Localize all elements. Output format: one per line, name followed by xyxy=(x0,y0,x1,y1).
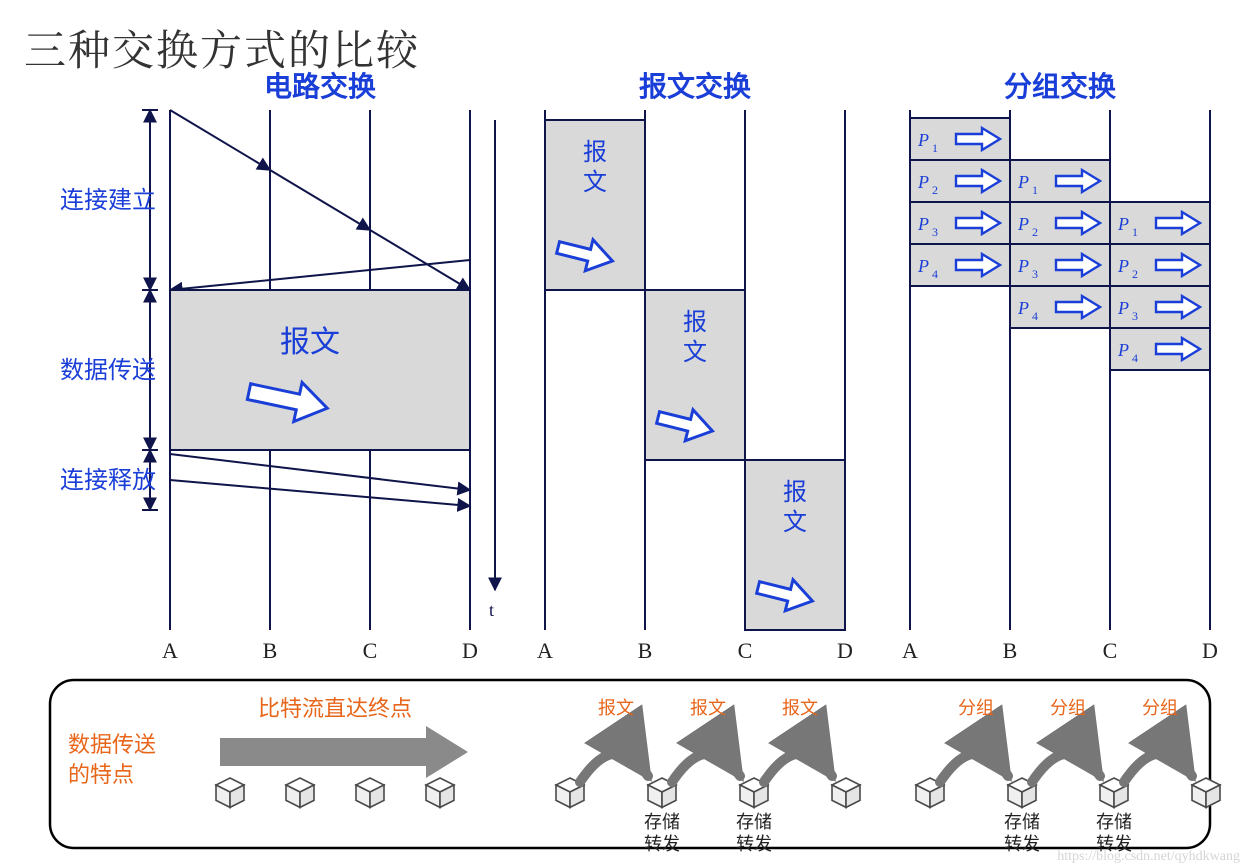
svg-text:https://blog.csdn.net/qyhdkwan: https://blog.csdn.net/qyhdkwang xyxy=(1057,849,1240,864)
svg-text:报文: 报文 xyxy=(280,326,340,359)
svg-text:4: 4 xyxy=(1032,309,1038,323)
svg-text:数据传送: 数据传送 xyxy=(60,357,156,384)
svg-text:存储: 存储 xyxy=(736,812,772,832)
svg-text:转发: 转发 xyxy=(644,834,680,854)
svg-text:A: A xyxy=(537,638,553,663)
svg-text:P: P xyxy=(1117,340,1129,360)
svg-text:存储: 存储 xyxy=(644,812,680,832)
svg-text:P: P xyxy=(1117,298,1129,318)
svg-text:C: C xyxy=(1103,638,1118,663)
svg-text:P: P xyxy=(1017,298,1029,318)
svg-text:分组交换: 分组交换 xyxy=(1004,70,1117,103)
svg-text:文: 文 xyxy=(683,339,707,366)
svg-text:报: 报 xyxy=(583,139,607,166)
svg-text:C: C xyxy=(363,638,378,663)
svg-text:B: B xyxy=(638,638,653,663)
svg-text:D: D xyxy=(1202,638,1218,663)
svg-text:报文: 报文 xyxy=(690,698,726,718)
svg-text:的特点: 的特点 xyxy=(68,762,134,787)
svg-text:报: 报 xyxy=(683,309,707,336)
svg-text:比特流直达终点: 比特流直达终点 xyxy=(258,696,412,721)
svg-text:3: 3 xyxy=(1132,309,1138,323)
svg-text:P: P xyxy=(917,256,929,276)
svg-text:P: P xyxy=(917,130,929,150)
svg-text:2: 2 xyxy=(932,183,938,197)
svg-text:1: 1 xyxy=(1132,225,1138,239)
svg-text:1: 1 xyxy=(1032,183,1038,197)
svg-text:2: 2 xyxy=(1032,225,1038,239)
svg-text:C: C xyxy=(738,638,753,663)
svg-text:A: A xyxy=(162,638,178,663)
svg-text:P: P xyxy=(1017,172,1029,192)
svg-text:分组: 分组 xyxy=(1142,698,1178,718)
svg-text:D: D xyxy=(837,638,853,663)
svg-text:连接释放: 连接释放 xyxy=(60,467,156,494)
svg-text:P: P xyxy=(1017,256,1029,276)
svg-text:3: 3 xyxy=(932,225,938,239)
svg-text:t: t xyxy=(489,600,494,620)
svg-text:报: 报 xyxy=(783,479,807,506)
svg-text:P: P xyxy=(1017,214,1029,234)
svg-text:A: A xyxy=(902,638,918,663)
svg-text:报文: 报文 xyxy=(598,698,634,718)
svg-text:文: 文 xyxy=(783,509,807,536)
svg-text:分组: 分组 xyxy=(958,698,994,718)
svg-text:连接建立: 连接建立 xyxy=(60,187,156,214)
svg-text:分组: 分组 xyxy=(1050,698,1086,718)
svg-text:文: 文 xyxy=(583,169,607,196)
diagram-root: 电路交换ABCD连接建立数据传送连接释放报文报文交换ABCDt报文报文报文分组交… xyxy=(0,0,1256,868)
svg-text:转发: 转发 xyxy=(1004,834,1040,854)
svg-text:转发: 转发 xyxy=(736,834,772,854)
svg-text:D: D xyxy=(462,638,478,663)
svg-text:存储: 存储 xyxy=(1096,812,1132,832)
svg-text:4: 4 xyxy=(932,267,938,281)
svg-text:P: P xyxy=(1117,214,1129,234)
page-title: 三种交换方式的比较 xyxy=(24,18,420,78)
svg-text:报文交换: 报文交换 xyxy=(639,70,752,103)
svg-text:3: 3 xyxy=(1032,267,1038,281)
svg-text:1: 1 xyxy=(932,141,938,155)
svg-text:存储: 存储 xyxy=(1004,812,1040,832)
svg-text:2: 2 xyxy=(1132,267,1138,281)
svg-text:数据传送: 数据传送 xyxy=(68,732,156,757)
svg-text:P: P xyxy=(917,172,929,192)
svg-text:P: P xyxy=(917,214,929,234)
svg-text:4: 4 xyxy=(1132,351,1138,365)
svg-text:P: P xyxy=(1117,256,1129,276)
svg-text:B: B xyxy=(1003,638,1018,663)
svg-text:B: B xyxy=(263,638,278,663)
svg-text:报文: 报文 xyxy=(782,698,818,718)
